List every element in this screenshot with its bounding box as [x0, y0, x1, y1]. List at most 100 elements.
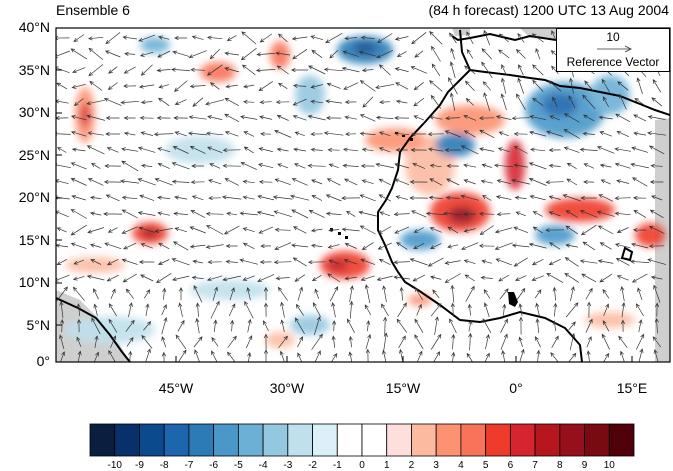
colorbar-label: 10: [603, 460, 615, 471]
wind-arrow: [466, 48, 474, 59]
wind-arrow: [341, 195, 361, 201]
wind-arrow: [259, 100, 272, 105]
wind-arrow: [226, 211, 238, 216]
wind-arrow: [126, 336, 134, 347]
wind-arrow: [241, 64, 256, 76]
wind-arrow: [326, 115, 342, 121]
wind-arrow: [495, 195, 512, 200]
wind-arrow: [529, 194, 546, 201]
wind-arrow: [517, 77, 525, 94]
wind-arrow: [88, 47, 104, 60]
wind-arrow: [632, 195, 647, 201]
wind-arrow: [308, 210, 325, 218]
wind-arrow: [107, 227, 118, 233]
wind-arrow: [276, 115, 289, 121]
wind-arrow: [191, 195, 204, 201]
wind-arrow: [56, 258, 67, 266]
wind-arrow: [413, 82, 424, 91]
wind-arrow: [348, 335, 353, 348]
wind-arrow: [378, 131, 391, 137]
wind-arrow: [518, 303, 523, 317]
wind-arrow: [140, 163, 153, 168]
colorbar-box: [386, 423, 412, 457]
wind-arrow: [240, 47, 257, 61]
wind-arrow: [105, 115, 120, 121]
wind-arrow: [529, 115, 547, 121]
wind-arrow: [413, 227, 424, 233]
islands-cape-verde: [330, 228, 348, 239]
wind-arrow: [94, 335, 99, 348]
wind-arrow: [241, 31, 257, 45]
wind-arrow: [224, 130, 239, 137]
wind-arrow: [193, 284, 203, 303]
wind-arrow: [620, 286, 625, 302]
wind-arrow: [86, 114, 105, 121]
wind-arrow: [60, 318, 65, 333]
wind-arrow: [139, 115, 154, 120]
wind-arrow: [580, 195, 597, 201]
wind-arrow: [552, 320, 557, 332]
wind-arrow: [468, 319, 473, 332]
wind-arrow: [87, 131, 104, 136]
wind-arrow: [499, 288, 509, 300]
wind-arrow: [450, 284, 455, 303]
wind-arrow: [365, 333, 372, 350]
colorbar: [89, 423, 635, 457]
wind-arrow: [206, 35, 223, 40]
wind-arrow: [433, 351, 441, 362]
wind-arrow: [325, 194, 342, 202]
wind-arrow: [332, 320, 337, 332]
wind-arrow: [191, 163, 204, 169]
wind-arrow: [221, 195, 242, 200]
wind-arrow: [377, 242, 392, 250]
wind-arrow: [396, 318, 408, 333]
wind-arrow: [323, 67, 344, 72]
wind-arrow: [328, 259, 339, 265]
wind-arrow: [56, 274, 70, 282]
wind-arrow: [498, 131, 509, 137]
wind-arrow: [172, 146, 189, 154]
wind-arrow: [548, 163, 561, 168]
wind-arrow: [366, 320, 371, 332]
wind-arrow: [546, 130, 564, 137]
wind-arrow: [552, 96, 558, 107]
wind-arrow: [247, 318, 252, 333]
wind-arrow: [482, 318, 492, 334]
wind-arrow: [410, 66, 427, 74]
wind-arrow: [104, 242, 122, 250]
wind-arrow: [630, 259, 650, 264]
wind-arrow: [360, 163, 375, 169]
anomaly-field: [65, 36, 665, 348]
wind-arrow: [140, 274, 154, 282]
wind-arrow: [311, 333, 323, 350]
wind-arrow: [481, 259, 492, 264]
wind-arrow: [157, 211, 170, 216]
wind-arrow: [528, 177, 547, 186]
wind-arrow: [483, 289, 491, 299]
wind-arrow: [535, 47, 541, 60]
wind-arrow: [394, 67, 409, 72]
wind-arrow: [552, 286, 557, 301]
wind-arrow: [546, 273, 564, 283]
wind-arrow: [171, 67, 191, 72]
wind-arrow: [293, 147, 307, 152]
wind-arrow: [88, 64, 104, 77]
wind-arrow: [290, 194, 310, 201]
wind-arrow: [395, 147, 408, 153]
wind-arrow: [429, 227, 442, 233]
wind-arrow: [483, 29, 491, 46]
wind-arrow: [87, 178, 104, 186]
wind-arrow: [242, 242, 255, 250]
wind-arrow: [311, 49, 323, 58]
wind-arrow: [651, 195, 663, 201]
wind-arrow: [105, 194, 120, 202]
wind-arrow: [328, 228, 340, 233]
wind-arrow: [139, 51, 154, 57]
wind-arrow: [188, 115, 207, 120]
wind-arrow: [518, 64, 524, 76]
wind-arrow: [292, 48, 308, 60]
wind-arrow: [445, 195, 460, 200]
wind-arrow: [448, 77, 458, 95]
wind-arrow: [375, 162, 394, 169]
wind-arrow: [307, 114, 326, 121]
